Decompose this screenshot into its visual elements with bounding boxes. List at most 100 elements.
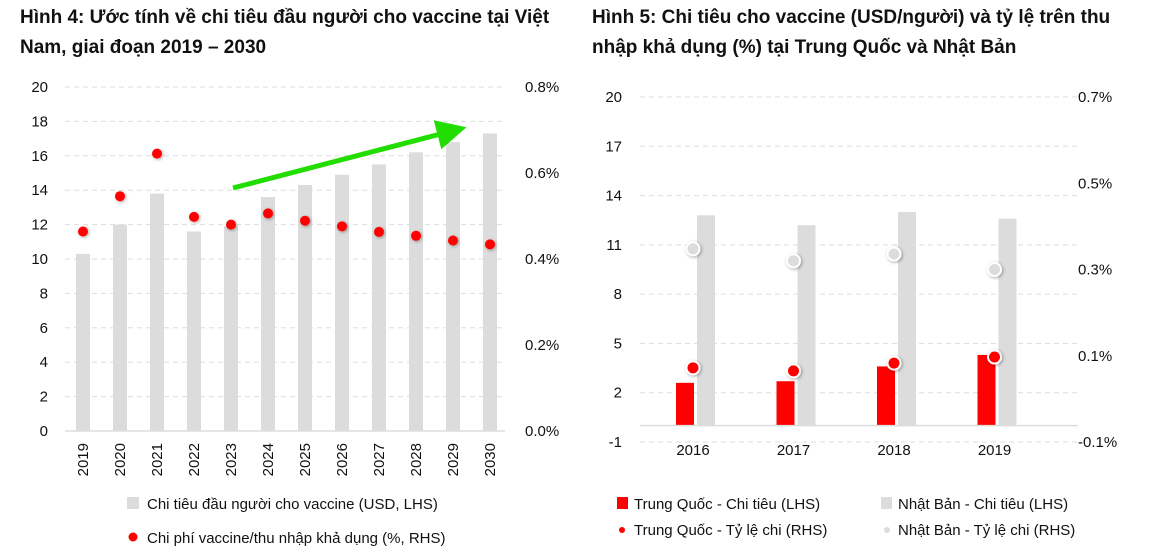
bar-spending-2027 (372, 164, 386, 431)
bar-china-spending-2018 (877, 366, 895, 426)
bar-spending-2024 (261, 197, 275, 431)
left-axis-tick-label: 4 (40, 354, 48, 371)
legend-label: Chi tiêu đầu người cho vaccine (USD, LHS… (147, 496, 438, 513)
dot-ratio-2029 (448, 235, 458, 246)
left-axis-tick-label: 20 (31, 79, 48, 96)
bar-spending-2020 (113, 224, 127, 431)
left-axis-tick-label: 14 (31, 182, 48, 199)
left-axis-tick-label: 11 (606, 237, 622, 254)
bar-spending-2021 (150, 193, 164, 431)
bar-japan-spending-2017 (797, 225, 816, 426)
legend-bar-swatch (127, 497, 139, 509)
dot-japan-ratio-2019 (987, 262, 1002, 277)
legend-label: Chi phí vaccine/thu nhập khả dụng (%, RH… (147, 530, 446, 547)
left-axis-tick-label: 20 (605, 89, 622, 106)
dot-ratio-2026 (337, 221, 347, 232)
legend-label: Trung Quốc - Chi tiêu (LHS) (634, 496, 820, 513)
x-tick-label: 2016 (676, 442, 709, 459)
right-axis-tick-label: 0.3% (1078, 262, 1112, 279)
right-axis-tick-label: 0.4% (525, 251, 559, 268)
x-tick-label: 2017 (777, 442, 810, 459)
bar-spending-2022 (187, 231, 201, 431)
bar-china-spending-2017 (776, 381, 795, 426)
dot-china-ratio-2017 (786, 363, 801, 379)
legend-label: Nhật Bản - Tỷ lệ chi (RHS) (898, 522, 1075, 539)
left-axis-tick-label: 2 (614, 385, 622, 402)
right-axis-tick-label: 0.6% (525, 165, 559, 182)
x-tick-label: 2021 (149, 443, 166, 476)
left-axis-tick-label: 8 (614, 286, 622, 303)
x-tick-label: 2019 (75, 443, 92, 476)
bar-spending-2026 (335, 174, 349, 431)
bar-spending-2029 (446, 142, 460, 432)
right-axis-tick-label: 0.8% (525, 79, 559, 96)
dot-ratio-2019 (78, 226, 88, 237)
legend-label: Nhật Bản - Chi tiêu (LHS) (898, 496, 1068, 513)
x-tick-label: 2020 (112, 443, 129, 476)
x-tick-label: 2022 (186, 443, 203, 476)
x-tick-label: 2030 (482, 443, 499, 476)
dot-china-ratio-2016 (685, 360, 701, 376)
right-axis-tick-label: 0.1% (1078, 348, 1112, 365)
legend-china-bar-swatch (617, 497, 628, 509)
bar-japan-spending-2019 (998, 218, 1017, 426)
left-axis-tick-label: 10 (31, 251, 48, 268)
right-axis-tick-label: -0.1% (1078, 434, 1117, 451)
left-axis-tick-label: 5 (614, 335, 622, 352)
left-axis-tick-label: 8 (40, 285, 48, 302)
bar-spending-2030 (483, 133, 497, 431)
x-tick-label: 2026 (334, 443, 351, 476)
x-tick-label: 2018 (877, 442, 910, 459)
bar-spending-2025 (298, 185, 312, 431)
bar-spending-2023 (224, 226, 238, 431)
x-tick-label: 2019 (978, 442, 1011, 459)
left-axis-tick-label: 6 (40, 320, 48, 337)
x-tick-label: 2029 (445, 443, 462, 476)
left-axis-tick-label: 18 (31, 113, 48, 130)
x-tick-label: 2025 (297, 443, 314, 476)
bar-china-spending-2016 (676, 382, 694, 426)
dot-ratio-2023 (226, 219, 236, 230)
dot-china-ratio-2019 (987, 349, 1002, 365)
dot-ratio-2021 (152, 148, 162, 159)
dot-ratio-2030 (485, 239, 495, 250)
left-axis-tick-label: 2 (40, 389, 48, 406)
legend-japan-dot-swatch (884, 527, 890, 533)
left-axis-tick-label: 0 (40, 423, 48, 440)
dot-ratio-2022 (189, 211, 199, 222)
dot-ratio-2025 (300, 215, 310, 226)
dot-ratio-2020 (115, 191, 125, 202)
legend-dot-swatch (128, 532, 138, 542)
figure-4-title: Hình 4: Ước tính về chi tiêu đầu người c… (20, 7, 550, 58)
legend-label: Trung Quốc - Tỷ lệ chi (RHS) (634, 522, 827, 539)
dot-ratio-2027 (374, 226, 384, 237)
dot-china-ratio-2018 (886, 355, 902, 371)
right-axis-tick-label: 0.7% (1078, 89, 1112, 106)
bar-japan-spending-2018 (898, 212, 916, 426)
left-axis-tick-label: 14 (605, 188, 622, 205)
dot-japan-ratio-2018 (886, 246, 902, 262)
dot-ratio-2028 (411, 230, 421, 241)
dot-japan-ratio-2016 (685, 241, 701, 257)
right-axis-tick-label: 0.5% (1078, 175, 1112, 192)
left-axis-tick-label: -1 (609, 434, 622, 451)
figure-5-title: Hình 5: Chi tiêu cho vaccine (USD/người)… (592, 7, 1111, 58)
left-axis-tick-label: 12 (31, 217, 48, 234)
dot-ratio-2024 (263, 208, 273, 219)
legend-china-dot-swatch (619, 527, 625, 533)
x-tick-label: 2028 (408, 443, 425, 476)
right-axis-tick-label: 0.0% (525, 423, 559, 440)
x-tick-label: 2023 (223, 443, 240, 476)
bar-spending-2019 (76, 253, 90, 431)
dot-japan-ratio-2017 (786, 253, 801, 269)
right-axis-tick-label: 0.2% (525, 337, 559, 354)
bar-japan-spending-2016 (697, 215, 715, 426)
bar-spending-2028 (409, 152, 423, 432)
left-axis-tick-label: 17 (605, 138, 622, 155)
trend-arrow-icon (232, 120, 467, 191)
bar-china-spending-2019 (977, 354, 996, 426)
x-tick-label: 2024 (260, 443, 277, 476)
legend-japan-bar-swatch (881, 497, 892, 509)
left-axis-tick-label: 16 (31, 148, 48, 165)
